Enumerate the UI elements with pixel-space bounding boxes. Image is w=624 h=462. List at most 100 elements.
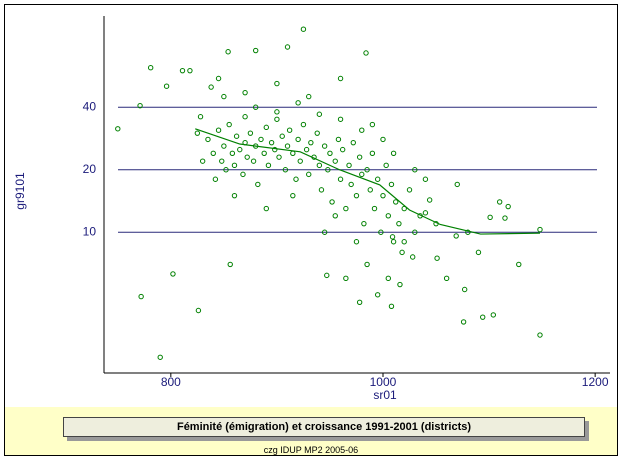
point (537, 226, 543, 233)
point (453, 233, 459, 239)
point (252, 47, 259, 54)
point (383, 162, 389, 169)
point (252, 104, 259, 110)
point (300, 26, 307, 32)
point (374, 176, 381, 182)
point (219, 158, 225, 164)
point (367, 187, 373, 193)
point (361, 220, 367, 227)
fit-line (195, 128, 540, 235)
point (231, 192, 238, 199)
point (179, 67, 186, 74)
point (318, 187, 325, 193)
point (231, 162, 238, 169)
point (265, 162, 272, 169)
point (210, 150, 216, 156)
y-tick-label: 40 (83, 99, 97, 113)
point (274, 116, 280, 122)
point (343, 205, 349, 212)
point (215, 75, 222, 82)
point (396, 220, 402, 227)
x-axis-label: sr01 (373, 388, 397, 402)
point (295, 136, 301, 143)
point (199, 158, 206, 164)
point (490, 312, 497, 318)
point (274, 80, 280, 87)
point (157, 354, 163, 360)
point (314, 130, 320, 136)
footer: czg IDUP MP2 2005-06 (263, 445, 359, 455)
point (350, 139, 356, 146)
point (115, 126, 121, 132)
point (221, 143, 227, 149)
chart: sr01 gr9101 10 20 40 800 1000 1200 (13, 16, 610, 402)
x-tick-label: 1000 (370, 375, 397, 389)
point (487, 214, 493, 221)
point (422, 210, 429, 216)
point (390, 150, 397, 156)
point (359, 127, 365, 133)
point (147, 65, 154, 71)
point (227, 261, 233, 268)
point (316, 162, 323, 169)
slide: sr01 gr9101 10 20 40 800 1000 1200 Féminité (… (4, 4, 618, 456)
point (364, 261, 370, 268)
point (454, 181, 460, 188)
point (279, 133, 285, 139)
point (460, 319, 467, 325)
point (443, 275, 450, 282)
point (284, 44, 291, 50)
point (364, 167, 370, 173)
y-tick-label: 20 (83, 162, 97, 176)
point (363, 50, 369, 56)
point (337, 116, 344, 122)
point (359, 171, 365, 178)
point (385, 275, 391, 282)
point (187, 67, 193, 74)
point (297, 158, 303, 164)
point (137, 102, 143, 109)
point (348, 181, 354, 188)
point (250, 158, 257, 164)
point (406, 187, 413, 193)
point (244, 154, 250, 160)
point (475, 249, 482, 256)
point (284, 143, 291, 149)
point (261, 150, 267, 156)
point (229, 150, 236, 156)
point (380, 192, 386, 199)
point (197, 114, 204, 120)
y-axis-label: gr9101 (13, 172, 27, 210)
point (335, 136, 342, 143)
point (290, 150, 296, 156)
point (195, 307, 202, 314)
point (369, 121, 376, 128)
point (272, 146, 278, 153)
point (295, 100, 301, 106)
point (397, 281, 403, 288)
point (388, 303, 395, 309)
point (412, 229, 418, 235)
point (371, 205, 378, 212)
point (401, 239, 407, 245)
point (374, 292, 381, 298)
point (505, 203, 511, 210)
point (308, 139, 314, 146)
point (290, 192, 296, 199)
point (401, 205, 407, 212)
point (378, 229, 384, 235)
point (255, 181, 261, 188)
point (332, 213, 338, 219)
y-tick-label: 10 (83, 224, 97, 238)
point (337, 176, 344, 182)
point (385, 213, 391, 219)
point (537, 332, 543, 338)
point (293, 176, 299, 182)
point (327, 150, 333, 156)
point (346, 162, 352, 169)
point (138, 293, 144, 300)
point (380, 136, 386, 143)
point (329, 199, 335, 205)
point (286, 127, 293, 133)
point (461, 286, 468, 293)
